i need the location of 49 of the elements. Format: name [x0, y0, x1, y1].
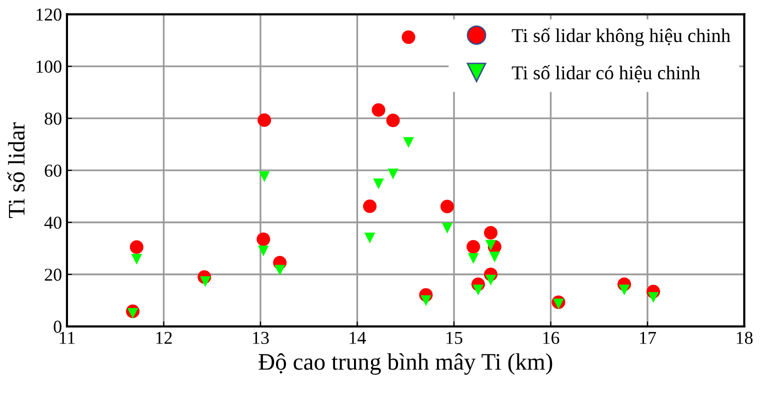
point: [258, 171, 270, 182]
x-tick-label: 16: [543, 332, 560, 344]
point: [420, 295, 432, 306]
point: [258, 113, 272, 127]
point: [258, 246, 269, 256]
point: [553, 298, 564, 310]
y-tick-label: 60: [44, 164, 62, 177]
point: [442, 222, 453, 234]
point: [372, 103, 386, 117]
legend-label: Ti số lidar có hiệu chinh: [512, 65, 700, 82]
point: [364, 232, 376, 244]
x-tick-label: 17: [640, 332, 656, 344]
y-tick-label: 100: [36, 60, 62, 73]
point: [484, 226, 498, 240]
x-tick-label: 11: [60, 332, 75, 344]
point: [618, 284, 630, 296]
point: [485, 240, 496, 251]
point: [489, 252, 500, 262]
x-tick-label: 12: [156, 332, 172, 344]
y-tick-label: 20: [44, 268, 62, 281]
point: [130, 240, 144, 254]
point: [485, 274, 496, 286]
point: [274, 264, 286, 276]
point: [466, 240, 480, 254]
point: [472, 284, 484, 296]
x-tick-label: 13: [253, 332, 269, 344]
point: [200, 276, 211, 288]
y-axis-title: Ti số lidar: [7, 122, 25, 218]
point: [648, 292, 659, 303]
legend-label: Ti số lidar không hiệu chinh: [512, 28, 730, 46]
point: [386, 114, 400, 128]
point: [127, 308, 138, 319]
point: [402, 30, 416, 44]
point: [373, 178, 384, 190]
point: [440, 200, 454, 214]
x-tick-label: 15: [446, 332, 462, 344]
point: [131, 254, 142, 265]
point: [388, 168, 398, 180]
y-tick-label: 120: [36, 8, 62, 21]
x-tick-label: 14: [350, 332, 366, 344]
point: [468, 253, 479, 264]
point: [256, 232, 270, 246]
point: [403, 137, 414, 148]
x-tick-label: 18: [736, 332, 753, 344]
x-axis-title: Độ cao trung bình mây Ti (km): [258, 353, 552, 375]
point: [363, 199, 377, 213]
y-tick-label: 40: [44, 216, 62, 229]
y-tick-label: 80: [44, 112, 62, 125]
y-tick-label: 0: [54, 320, 62, 333]
